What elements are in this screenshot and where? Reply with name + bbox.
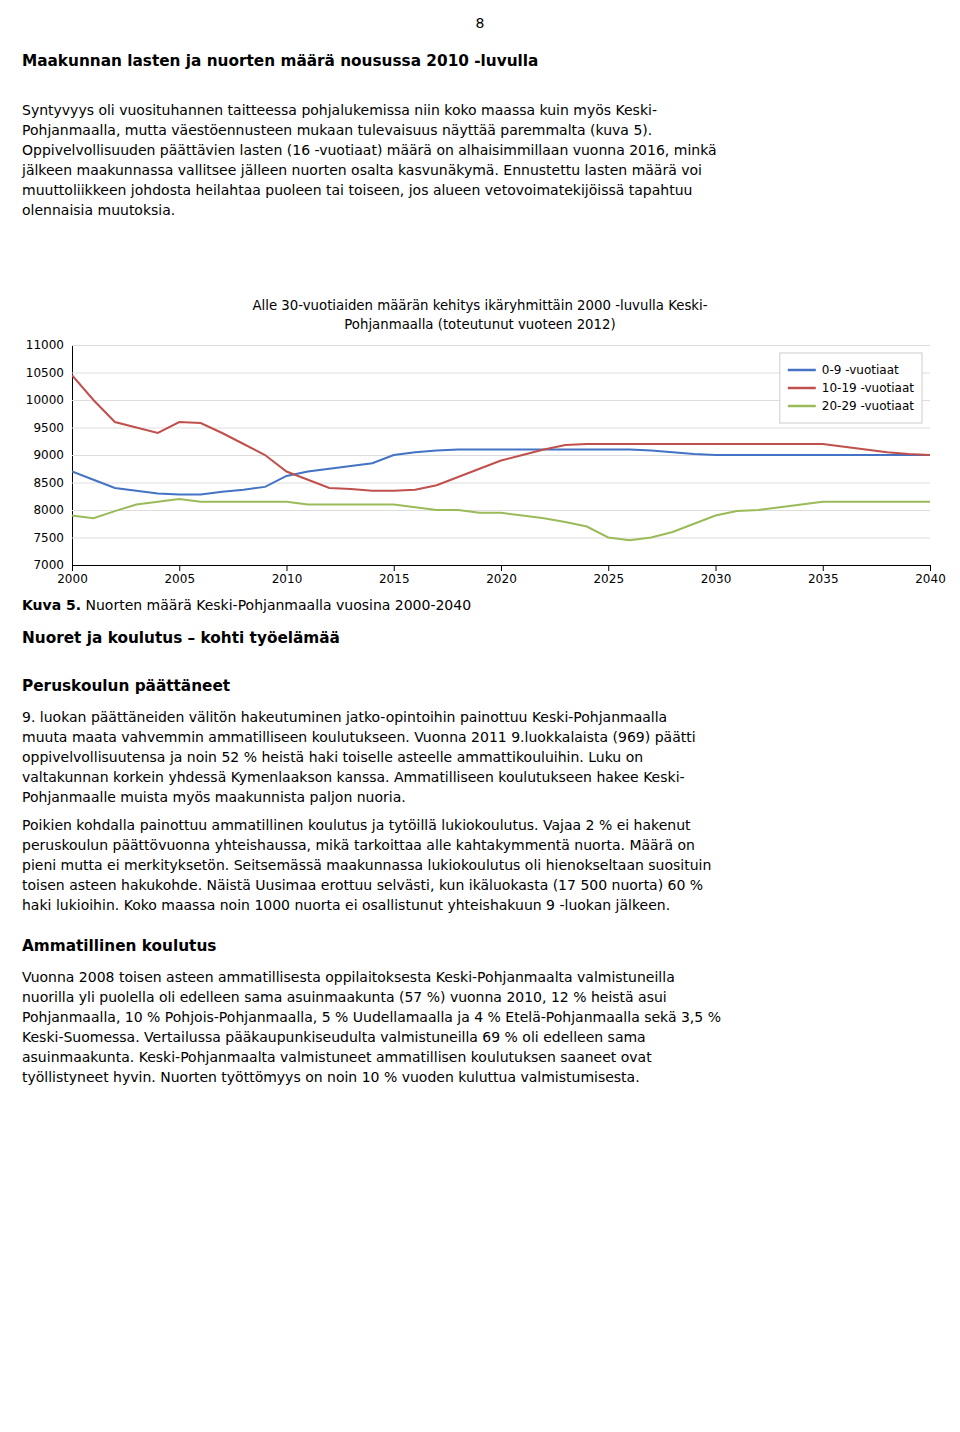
y-tick-label: 8000 xyxy=(33,503,64,517)
grid-line xyxy=(72,428,930,429)
legend-swatch xyxy=(788,369,816,372)
legend: 0-9 -vuotiaat 10-19 -vuotiaat 20-29 -vuoti… xyxy=(780,353,922,423)
y-tick-label: 10000 xyxy=(26,393,64,407)
heading: Peruskoulun päättäneet xyxy=(22,677,230,695)
legend-swatch xyxy=(788,405,816,408)
y-axis: 7000 7500 8000 8500 9000 9500 10000 10500 11000 xyxy=(26,338,930,572)
paragraph-line: työllistyneet hyvin. Nuorten työttömyys … xyxy=(22,1069,640,1085)
legend-box xyxy=(780,353,922,423)
y-tick-label: 11000 xyxy=(26,338,64,352)
x-axis: 2000 2005 2010 2015 2020 2025 2030 2035 2040 xyxy=(57,565,946,586)
grid-line xyxy=(72,538,930,539)
paragraph-line: Oppivelvollisuuden päättävien lasten (16… xyxy=(22,142,717,158)
tick-mark xyxy=(287,565,288,571)
paragraph-line: oppivelvollisuutensa ja noin 52 % heistä… xyxy=(22,749,643,765)
caption-text: Nuorten määrä Keski-Pohjanmaalla vuosina… xyxy=(81,597,471,613)
legend-label: 10-19 -vuotiaat xyxy=(822,381,914,395)
x-tick: 2010 xyxy=(272,565,303,586)
tick-mark xyxy=(716,565,717,571)
x-tick: 2025 xyxy=(593,565,624,586)
paragraph-line: Pohjanmaalla, mutta väestöennusteen muka… xyxy=(22,122,652,138)
chart-title: Alle 30-vuotiaiden määrän kehitys ikäryh… xyxy=(252,298,707,313)
x-tick-label: 2040 xyxy=(915,572,946,586)
y-tick-label: 10500 xyxy=(26,366,64,380)
grid-line xyxy=(72,510,930,511)
legend-item: 10-19 -vuotiaat xyxy=(788,381,914,395)
x-tick: 2030 xyxy=(701,565,732,586)
chart: 7000 7500 8000 8500 9000 9500 10000 10500 11000 2… xyxy=(26,338,946,585)
y-tick-label: 9500 xyxy=(33,421,64,435)
paragraph-line: Poikien kohdalla painottuu ammatillinen … xyxy=(22,817,691,833)
series-line xyxy=(72,450,930,495)
legend-label: 20-29 -vuotiaat xyxy=(822,399,914,413)
legend-item: 0-9 -vuotiaat xyxy=(788,363,899,377)
paragraph-line: Pohjanmaalle muista myös maakunnista pal… xyxy=(22,789,406,805)
y-tick: 8500 xyxy=(33,476,930,490)
series-line xyxy=(72,499,930,540)
y-axis-line xyxy=(73,346,931,566)
x-tick: 2000 xyxy=(57,565,88,586)
caption-label: Kuva 5. xyxy=(22,597,81,613)
x-tick-label: 2025 xyxy=(593,572,624,586)
paragraph-line: pieni mutta ei merkityksetön. Seitsemäss… xyxy=(22,857,711,873)
tick-mark xyxy=(394,565,395,571)
x-tick-label: 2015 xyxy=(379,572,410,586)
paragraph-line: olennaisia muutoksia. xyxy=(22,202,175,218)
x-tick: 2020 xyxy=(486,565,517,586)
page-number: 8 xyxy=(476,15,485,31)
y-tick-label: 8500 xyxy=(33,476,64,490)
grid-line xyxy=(72,483,930,484)
tick-mark xyxy=(501,565,502,571)
caption: Kuva 5. Nuorten määrä Keski-Pohjanmaalla… xyxy=(22,597,471,613)
page: 8 Maakunnan lasten ja nuorten määrä nousu… xyxy=(0,0,960,1432)
x-tick: 2005 xyxy=(164,565,195,586)
x-tick: 2040 xyxy=(915,565,946,586)
x-tick: 2015 xyxy=(379,565,410,586)
legend-label: 0-9 -vuotiaat xyxy=(822,363,899,377)
x-tick-label: 2020 xyxy=(486,572,517,586)
x-tick: 2035 xyxy=(808,565,839,586)
paragraph-line: asuinmaakunta. Keski-Pohjanmaalta valmis… xyxy=(22,1049,652,1065)
tick-mark xyxy=(823,565,824,571)
legend-item: 20-29 -vuotiaat xyxy=(788,399,914,413)
paragraph-line: Keski-Suomessa. Vertailussa pääkaupunkis… xyxy=(22,1029,646,1045)
grid-line xyxy=(72,345,930,346)
legend-swatch xyxy=(788,387,816,390)
x-axis-line xyxy=(73,566,931,572)
y-tick: 7000 xyxy=(33,558,930,572)
y-tick: 11000 xyxy=(26,338,930,352)
paragraph-line: nuorilla yli puolella oli edelleen sama … xyxy=(22,989,667,1005)
y-tick-label: 7500 xyxy=(33,531,64,545)
page-text: 8 Maakunnan lasten ja nuorten määrä nousu… xyxy=(21,15,721,1085)
paragraph-line: Syntyvyys oli vuosituhannen taitteessa p… xyxy=(22,102,657,118)
tick-mark xyxy=(179,565,180,571)
paragraph-line: muuta maata vahvemmin ammatilliseen koul… xyxy=(22,729,696,745)
heading: Maakunnan lasten ja nuorten määrä nousus… xyxy=(22,52,538,70)
paragraph-line: toisen asteen hakukohde. Näistä Uusimaa … xyxy=(22,877,703,893)
y-tick-label: 9000 xyxy=(33,448,64,462)
y-tick-label: 7000 xyxy=(33,558,64,572)
paragraph-line: Vuonna 2008 toisen asteen ammatillisesta… xyxy=(22,969,675,985)
paragraph-line: 9. luokan päättäneiden välitön hakeutumi… xyxy=(22,709,667,725)
heading: Nuoret ja koulutus – kohti työelämää xyxy=(22,629,340,647)
paragraph-line: Pohjanmaalla, 10 % Pohjois-Pohjanmaalla,… xyxy=(22,1009,721,1025)
tick-mark xyxy=(72,565,73,571)
x-tick-label: 2000 xyxy=(57,572,88,586)
paragraph-line: jälkeen maakunnassa vallitsee jälleen nu… xyxy=(21,162,702,178)
x-tick-label: 2035 xyxy=(808,572,839,586)
heading: Ammatillinen koulutus xyxy=(22,937,216,955)
x-tick-label: 2010 xyxy=(272,572,303,586)
tick-mark xyxy=(608,565,609,571)
paragraph-line: muuttoliikkeen johdosta heilahtaa puolee… xyxy=(22,182,692,198)
paragraph-line: valtakunnan korkein yhdessä Kymenlaakson… xyxy=(22,769,685,785)
x-tick-label: 2030 xyxy=(701,572,732,586)
y-tick: 7500 xyxy=(33,531,930,545)
x-tick-label: 2005 xyxy=(164,572,195,586)
page-canvas: 8 Maakunnan lasten ja nuorten määrä nousu… xyxy=(0,0,960,1432)
paragraph-line: peruskoulun päättövuonna yhteishaussa, m… xyxy=(22,837,695,853)
paragraph-line: haki lukioihin. Koko maassa noin 1000 nu… xyxy=(22,897,670,913)
tick-mark xyxy=(930,565,931,571)
chart-title: Pohjanmaalla (toteutunut vuoteen 2012) xyxy=(344,317,615,332)
